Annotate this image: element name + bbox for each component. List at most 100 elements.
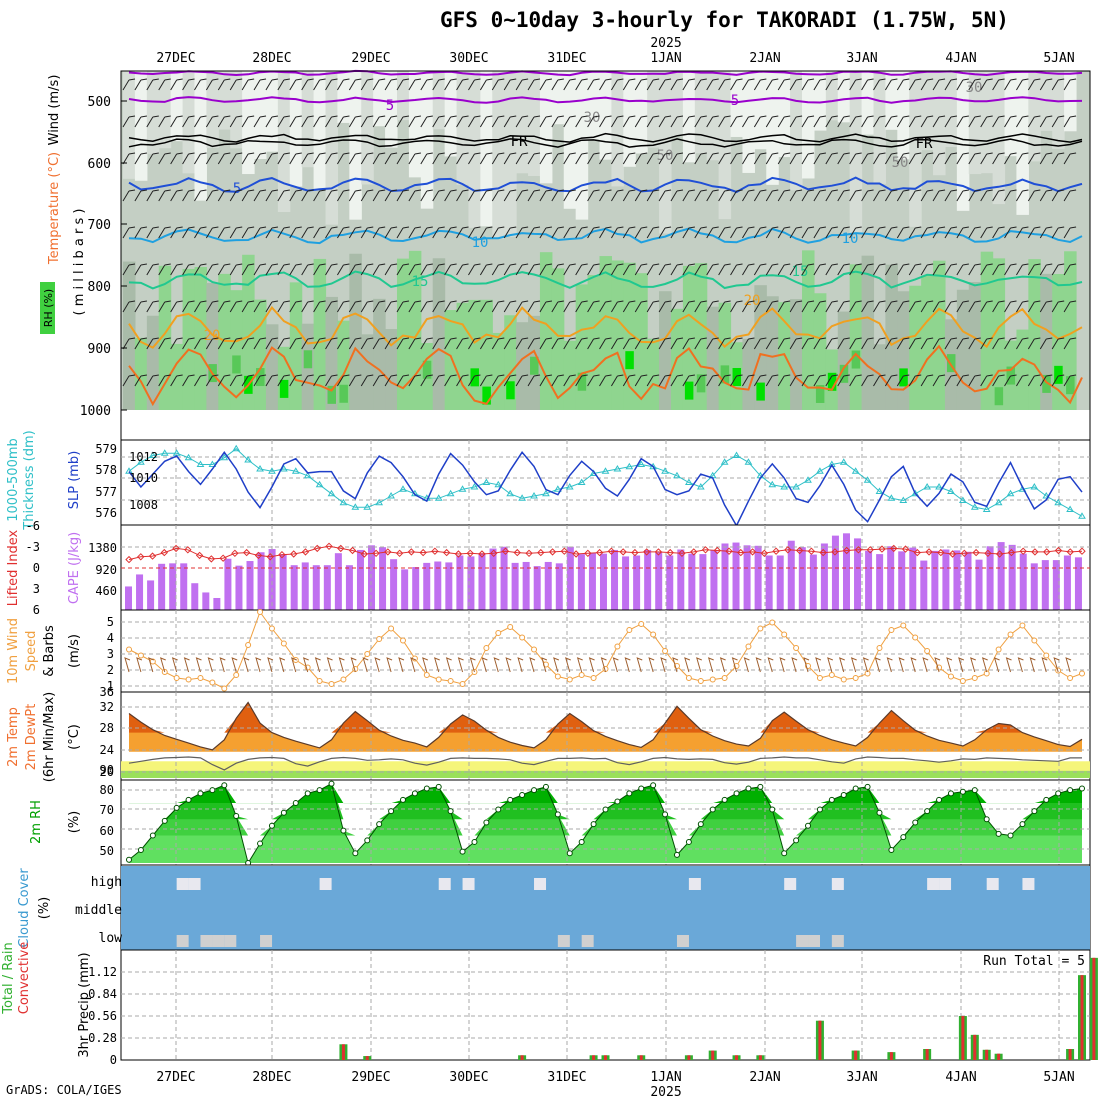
thickness-line-point xyxy=(875,487,884,494)
rh-line-point xyxy=(602,806,609,813)
wind-barb xyxy=(837,115,850,128)
wind-barb xyxy=(694,226,707,239)
rh-fill-cell xyxy=(802,71,815,179)
rh-fill-cell xyxy=(325,71,339,225)
wind10-barb xyxy=(362,657,369,673)
rh-fill-cell xyxy=(706,71,720,161)
wind-barb xyxy=(241,300,255,313)
temp-tick: 28 xyxy=(100,721,114,735)
thickness-line-point xyxy=(220,453,229,461)
cape-bar xyxy=(257,552,265,610)
wind-barb xyxy=(908,189,922,202)
wind-barb xyxy=(765,152,779,165)
wind-barb xyxy=(944,78,958,91)
wind-barb xyxy=(408,115,421,128)
wind-barb xyxy=(730,263,743,276)
rh-fill-cell xyxy=(756,382,765,401)
wind-barb xyxy=(527,152,541,165)
wind-barb xyxy=(396,337,410,350)
wind-barb xyxy=(1063,189,1077,202)
rh-fill-cell xyxy=(587,275,601,410)
rh-fill-cell xyxy=(313,71,327,191)
cape-bar xyxy=(611,549,619,610)
cloud-high-block xyxy=(939,878,952,890)
wind-barb xyxy=(372,115,386,128)
wind-barb xyxy=(432,226,445,239)
wind-barb xyxy=(289,152,302,165)
wind-barb xyxy=(980,78,993,91)
wind-barb xyxy=(527,189,541,202)
wind-barb xyxy=(706,78,719,91)
contour-label: 30 xyxy=(966,80,983,96)
rh-fill-cell xyxy=(815,384,825,403)
wind-barb xyxy=(325,263,338,276)
cape-bar xyxy=(500,546,508,610)
wind-barb xyxy=(158,78,171,91)
cape-bar xyxy=(202,592,210,610)
wind-barb xyxy=(289,337,302,350)
thickness-line-point xyxy=(244,456,253,463)
contour-label: 5 xyxy=(731,93,739,109)
wind-barb xyxy=(563,189,576,202)
wind-barb xyxy=(968,226,981,239)
rh-fill-cell xyxy=(256,368,265,387)
slp-ylabel: SLP (mb) xyxy=(67,451,82,510)
wind-barb xyxy=(694,115,707,128)
rh-line-point xyxy=(268,822,275,829)
wind10-barb xyxy=(850,657,857,673)
rh-fill-cell xyxy=(718,71,732,220)
thickness-line xyxy=(128,448,1083,517)
wind-barb xyxy=(873,115,886,128)
wind-barb xyxy=(968,78,981,91)
rh-line-point xyxy=(578,838,585,845)
wind-barb xyxy=(408,226,421,239)
cape-bar xyxy=(898,551,906,610)
wind-barb xyxy=(753,152,767,165)
wind-barb xyxy=(634,263,648,276)
cape-bar xyxy=(356,549,364,610)
wind-barb xyxy=(1063,152,1077,165)
rh-fill-cell xyxy=(254,299,267,410)
rh-fill-cell xyxy=(706,306,720,410)
cape-bar xyxy=(666,555,674,610)
wind-barb xyxy=(229,115,243,128)
li-tick: -6 xyxy=(26,519,40,533)
li-point xyxy=(301,548,310,556)
wind-barb xyxy=(694,263,707,276)
rh-line-point xyxy=(566,850,573,857)
temp-ylabel-2: 2m DewPt xyxy=(24,704,39,771)
wind-barb xyxy=(1004,374,1017,387)
wind-barb xyxy=(682,226,695,239)
wind-barb xyxy=(634,78,648,91)
wind-barb xyxy=(837,152,850,165)
precip-conv-bar xyxy=(818,1020,822,1060)
rh-fill-cell xyxy=(897,71,910,160)
rh-fill-cell xyxy=(742,338,755,410)
wind-barb xyxy=(146,300,159,313)
wind-barb xyxy=(396,263,410,276)
rh-fill-cell xyxy=(444,71,458,157)
wind-barb xyxy=(348,152,362,165)
wind-barb xyxy=(932,115,946,128)
wind-barb xyxy=(468,78,481,91)
wind-barb xyxy=(122,78,136,91)
wind-barb xyxy=(194,226,207,239)
rh-line-point xyxy=(292,800,299,807)
wind-barb xyxy=(158,263,171,276)
cape-bar xyxy=(191,583,199,610)
wind-barb xyxy=(134,226,147,239)
wind-barb xyxy=(706,300,719,313)
rh-line-point xyxy=(507,796,514,803)
rh-fill-cell xyxy=(956,71,970,211)
wind-barb xyxy=(789,337,803,350)
wind10-barb xyxy=(565,657,571,673)
wind-barb xyxy=(122,115,136,128)
rh-fill-cell xyxy=(956,289,970,410)
wind-barb xyxy=(873,300,886,313)
rh-tick: 60 xyxy=(100,824,114,838)
cape-bar xyxy=(721,543,729,610)
wind-barb xyxy=(622,263,636,276)
wind-barb xyxy=(527,226,541,239)
wind-barb xyxy=(944,152,958,165)
